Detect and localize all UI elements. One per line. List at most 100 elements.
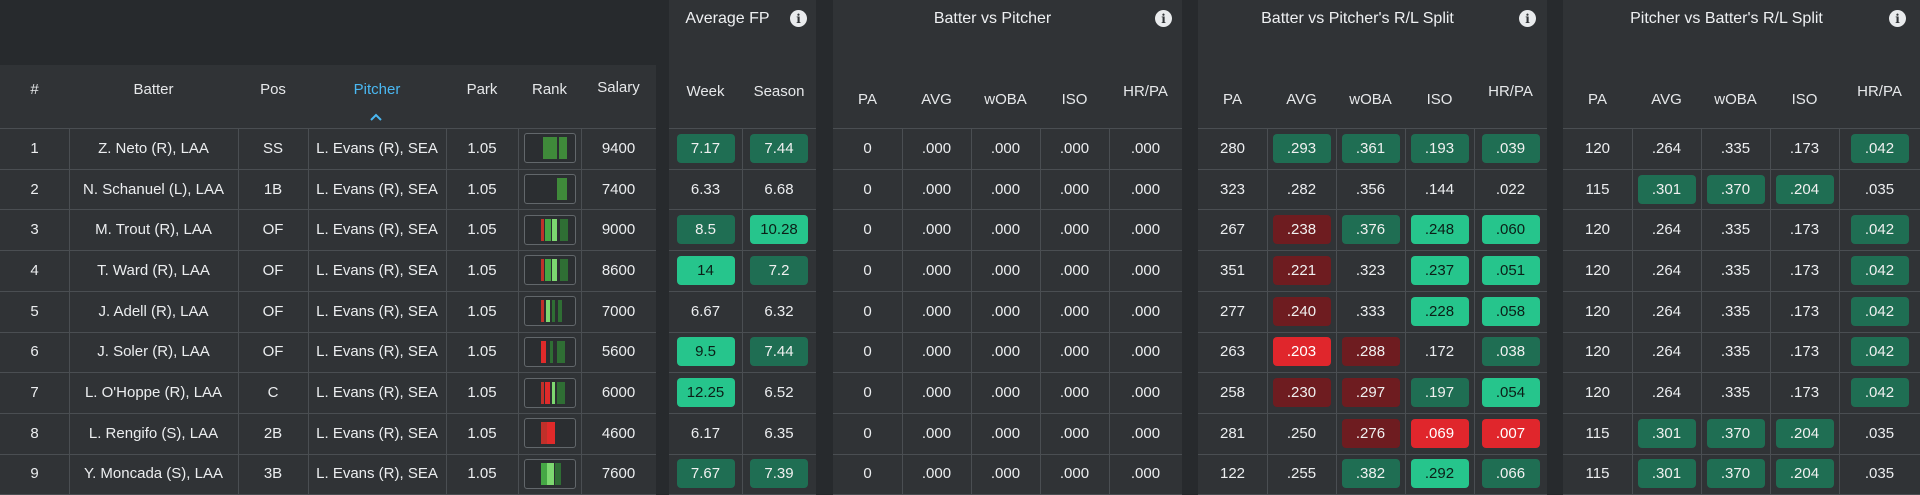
bvs-cell: .376 bbox=[1336, 209, 1405, 250]
pitcher-cell[interactable]: L. Evans (R), SEA bbox=[308, 169, 446, 210]
average-fp-info-icon[interactable]: i bbox=[790, 10, 807, 27]
batter-cell[interactable]: Z. Neto (R), LAA bbox=[69, 128, 238, 169]
pitcher-cell[interactable]: L. Evans (R), SEA bbox=[308, 372, 446, 413]
rank-segment bbox=[556, 178, 567, 201]
pitcher-vs-batter-split-header-iso[interactable]: ISO bbox=[1791, 90, 1818, 108]
pvb-value: 120 bbox=[1584, 261, 1611, 279]
pitcher-cell[interactable]: L. Evans (R), SEA bbox=[308, 250, 446, 291]
bvs-value: .060 bbox=[1481, 215, 1540, 245]
batter-cell[interactable]: L. O'Hoppe (R), LAA bbox=[69, 372, 238, 413]
position: C bbox=[267, 384, 279, 402]
batter-vs-pitcher-split-header-hr-per-pa[interactable]: HR/PA bbox=[1488, 82, 1533, 100]
pitcher-cell[interactable]: L. Evans (R), SEA bbox=[308, 291, 446, 332]
rank-segment bbox=[559, 218, 568, 241]
batter-vs-pitcher-header-woba[interactable]: wOBA bbox=[984, 90, 1027, 108]
batter-vs-pitcher-header-hr-per-pa[interactable]: HR/PA bbox=[1123, 82, 1168, 100]
sort-ascending-icon[interactable] bbox=[369, 112, 383, 122]
batter-cell[interactable]: J. Adell (R), LAA bbox=[69, 291, 238, 332]
pitcher-vs-batter-split-info-icon[interactable]: i bbox=[1889, 10, 1906, 27]
rank-bar bbox=[523, 174, 576, 205]
pitcher-name: L. Evans (R), SEA bbox=[316, 465, 438, 483]
header-pos[interactable]: Pos bbox=[260, 80, 286, 98]
row-divider bbox=[833, 128, 1182, 129]
bvp-cell: .000 bbox=[1040, 291, 1109, 332]
park-factor: 1.05 bbox=[467, 424, 497, 442]
batter-vs-pitcher-split-header-pa[interactable]: PA bbox=[1223, 90, 1242, 108]
column-divider bbox=[1474, 128, 1475, 495]
bvs-cell: .250 bbox=[1267, 413, 1336, 454]
batter-cell[interactable]: J. Soler (R), LAA bbox=[69, 332, 238, 373]
bvp-value: .000 bbox=[921, 424, 952, 442]
batter-vs-pitcher-header-avg[interactable]: AVG bbox=[921, 90, 952, 108]
bvp-cell: .000 bbox=[902, 169, 971, 210]
batter-vs-pitcher-header-iso[interactable]: ISO bbox=[1061, 90, 1088, 108]
week-fp: 14 bbox=[676, 255, 735, 285]
row-divider bbox=[1563, 290, 1920, 292]
batter-vs-pitcher-header-pa[interactable]: PA bbox=[858, 90, 877, 108]
pvb-value: .370 bbox=[1706, 174, 1765, 204]
pitcher-cell[interactable]: L. Evans (R), SEA bbox=[308, 332, 446, 373]
pitcher-cell[interactable]: L. Evans (R), SEA bbox=[308, 413, 446, 454]
average-fp-title: Average FP bbox=[685, 9, 770, 27]
bvp-value: .000 bbox=[1130, 424, 1161, 442]
batter-vs-pitcher-split-header-woba[interactable]: wOBA bbox=[1349, 90, 1392, 108]
bvp-cell: 0 bbox=[833, 372, 902, 413]
pitcher-cell[interactable]: L. Evans (R), SEA bbox=[308, 454, 446, 495]
bvs-value: .240 bbox=[1272, 296, 1331, 326]
bvp-cell: .000 bbox=[1109, 169, 1182, 210]
batter-cell[interactable]: M. Trout (R), LAA bbox=[69, 209, 238, 250]
row-divider bbox=[0, 209, 656, 211]
batter-cell[interactable]: L. Rengifo (S), LAA bbox=[69, 413, 238, 454]
pvb-value: .301 bbox=[1637, 174, 1696, 204]
column-divider bbox=[1267, 128, 1268, 495]
bvs-value: 258 bbox=[1219, 384, 1246, 402]
pvb-value: .301 bbox=[1637, 459, 1696, 489]
batter-cell[interactable]: Y. Moncada (S), LAA bbox=[69, 454, 238, 495]
park-factor: 1.05 bbox=[467, 465, 497, 483]
batter-vs-pitcher-info-icon[interactable]: i bbox=[1155, 10, 1172, 27]
pitcher-vs-batter-split-header-woba[interactable]: wOBA bbox=[1714, 90, 1757, 108]
batter-vs-pitcher-split-header-avg[interactable]: AVG bbox=[1286, 90, 1317, 108]
pitcher-cell[interactable]: L. Evans (R), SEA bbox=[308, 128, 446, 169]
average-fp-header-week[interactable]: Week bbox=[686, 82, 725, 100]
season-fp: 6.35 bbox=[764, 424, 794, 442]
batter-vs-pitcher-split-info-icon[interactable]: i bbox=[1519, 10, 1536, 27]
pvb-cell: .335 bbox=[1701, 128, 1770, 169]
average-fp-header-season[interactable]: Season bbox=[753, 82, 805, 100]
batter-cell[interactable]: T. Ward (R), LAA bbox=[69, 250, 238, 291]
bvs-cell: 263 bbox=[1198, 332, 1267, 373]
batter-name: J. Adell (R), LAA bbox=[98, 302, 209, 320]
pvb-value: .335 bbox=[1720, 302, 1751, 320]
header-pitcher[interactable]: Pitcher bbox=[353, 80, 401, 98]
bvp-value: .000 bbox=[1130, 465, 1161, 483]
batter-vs-pitcher-split-header-iso[interactable]: ISO bbox=[1426, 90, 1453, 108]
week-fp: 7.67 bbox=[676, 459, 735, 489]
header-park[interactable]: Park bbox=[466, 80, 498, 98]
pvb-value: 120 bbox=[1584, 302, 1611, 320]
batter-cell[interactable]: N. Schanuel (L), LAA bbox=[69, 169, 238, 210]
bvs-value: .228 bbox=[1410, 296, 1469, 326]
season-cell: 6.35 bbox=[742, 413, 816, 454]
pitcher-vs-batter-split-header-hr-per-pa[interactable]: HR/PA bbox=[1857, 82, 1902, 100]
bvp-cell: 0 bbox=[833, 332, 902, 373]
pitcher-vs-batter-split-header-pa[interactable]: PA bbox=[1588, 90, 1607, 108]
pos-cell: OF bbox=[238, 291, 308, 332]
pitcher-vs-batter-split-header-avg[interactable]: AVG bbox=[1651, 90, 1682, 108]
salary: 9000 bbox=[601, 221, 636, 239]
salary: 5600 bbox=[601, 343, 636, 361]
bvs-cell: .228 bbox=[1405, 291, 1474, 332]
bvs-value: .282 bbox=[1286, 180, 1317, 198]
table-panel bbox=[1198, 0, 1547, 495]
bvs-value: .250 bbox=[1286, 424, 1317, 442]
bvp-cell: .000 bbox=[1040, 413, 1109, 454]
rank-segment bbox=[546, 462, 554, 485]
header-salary[interactable]: Salary bbox=[597, 78, 640, 96]
header-batter[interactable]: Batter bbox=[133, 80, 174, 98]
pitcher-cell[interactable]: L. Evans (R), SEA bbox=[308, 209, 446, 250]
salary-cell: 5600 bbox=[581, 332, 656, 373]
header-number[interactable]: # bbox=[30, 80, 39, 98]
bvp-value: .000 bbox=[921, 139, 952, 157]
bvs-cell: .292 bbox=[1405, 454, 1474, 495]
header-rank[interactable]: Rank bbox=[531, 80, 568, 98]
column-divider bbox=[971, 128, 972, 495]
